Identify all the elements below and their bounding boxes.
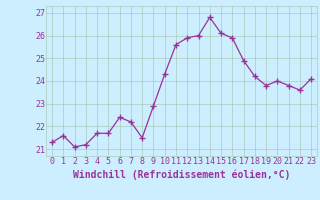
- X-axis label: Windchill (Refroidissement éolien,°C): Windchill (Refroidissement éolien,°C): [73, 169, 290, 180]
